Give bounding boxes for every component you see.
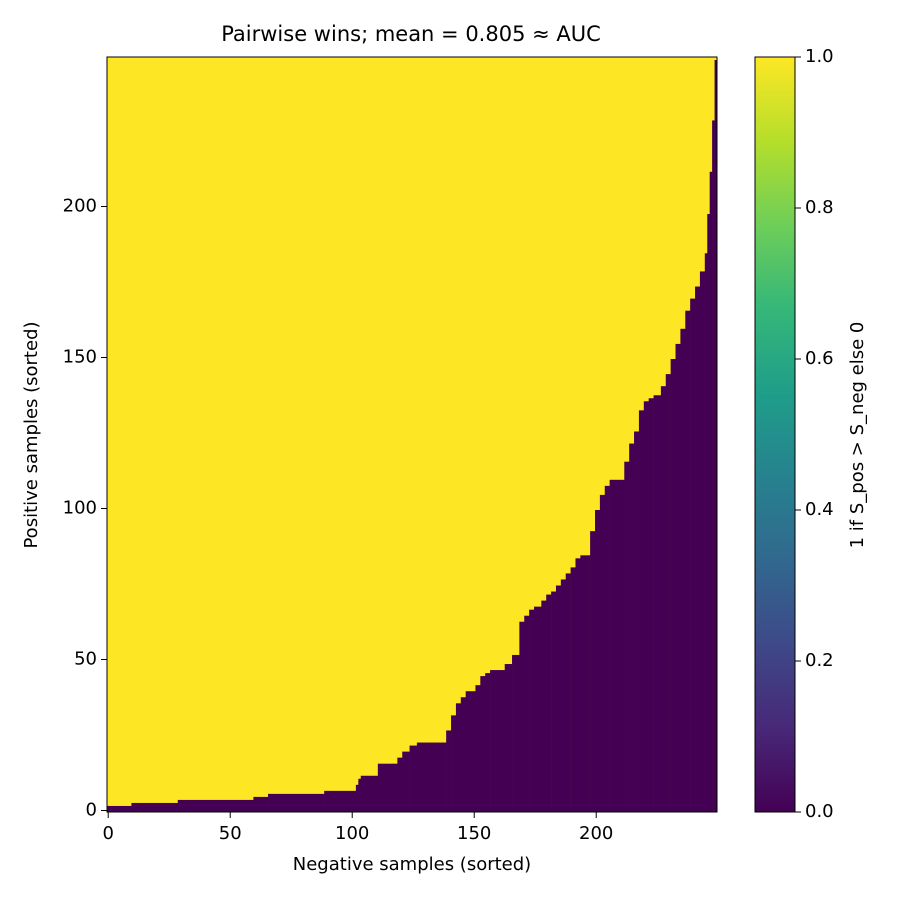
low-region-column — [648, 398, 654, 812]
low-region-column — [131, 802, 179, 812]
low-region-column — [670, 359, 676, 812]
low-region-column — [360, 775, 379, 812]
low-region-column — [504, 664, 513, 812]
colorbar-tick-label: 0.6 — [805, 348, 834, 369]
low-region-column — [643, 401, 649, 812]
low-region-column — [660, 386, 667, 812]
low-region-column — [519, 621, 525, 812]
low-region-column — [599, 494, 606, 812]
low-region-column — [712, 120, 715, 813]
low-region-column — [707, 214, 710, 813]
low-region-column — [609, 479, 625, 812]
low-region-column — [575, 558, 581, 812]
low-region-column — [253, 796, 269, 812]
low-region-column — [560, 579, 567, 812]
plot-frame — [106, 56, 718, 813]
y-tick-label: 150 — [63, 346, 97, 367]
low-region-column — [107, 805, 132, 812]
x-tick-label: 0 — [102, 823, 113, 844]
low-region-column — [324, 790, 357, 812]
low-region-column — [555, 585, 562, 812]
low-region-column — [480, 676, 486, 812]
low-region-column — [268, 793, 325, 812]
colorbar-tick-label: 1.0 — [805, 46, 834, 67]
low-region-column — [465, 691, 476, 812]
low-region-column — [665, 374, 671, 812]
low-region-column — [675, 343, 681, 812]
low-region-column — [546, 594, 552, 812]
x-tick-label: 200 — [579, 823, 613, 844]
x-tick-label: 50 — [219, 823, 242, 844]
low-region-column — [680, 328, 686, 812]
low-region-column — [455, 703, 462, 812]
low-region-column — [460, 697, 466, 812]
low-region-column — [451, 715, 457, 812]
low-region-column — [529, 609, 535, 812]
low-region-column — [358, 778, 362, 812]
low-region-column — [565, 573, 571, 812]
chart-title: Pairwise wins; mean = 0.805 ≈ AUC — [221, 22, 601, 46]
low-region-column — [699, 271, 706, 812]
low-region-column — [512, 654, 520, 812]
low-region-column — [551, 591, 557, 812]
y-tick-label: 0 — [86, 799, 97, 820]
low-region-column — [397, 757, 403, 812]
low-region-column — [638, 410, 645, 812]
low-region-column — [629, 443, 635, 812]
y-tick-label: 200 — [63, 195, 97, 216]
low-region-column — [653, 395, 662, 812]
x-tick-label: 150 — [457, 823, 491, 844]
x-tick-label: 100 — [335, 823, 369, 844]
low-region-column — [580, 555, 591, 812]
low-region-column — [709, 171, 713, 812]
low-region-column — [446, 730, 452, 812]
colorbar-tick-label: 0.0 — [805, 801, 834, 822]
low-region-column — [377, 763, 398, 812]
y-axis-label: Positive samples (sorted) — [21, 321, 42, 548]
low-region-column — [402, 751, 410, 812]
colorbar-tick-label: 0.2 — [805, 650, 834, 671]
low-region-column — [685, 310, 691, 812]
colorbar-tick-label: 0.8 — [805, 197, 834, 218]
colorbar-tick-label: 0.4 — [805, 499, 834, 520]
low-region-column — [541, 600, 547, 812]
low-region-column — [355, 784, 359, 812]
low-region-column — [595, 510, 601, 812]
colorbar-label: 1 if S_pos > S_neg else 0 — [847, 322, 868, 549]
low-region-column — [416, 742, 447, 812]
low-region-column — [634, 431, 640, 812]
y-tick-label: 50 — [74, 648, 97, 669]
low-region-column — [604, 485, 610, 812]
low-region-column — [590, 531, 596, 812]
low-region-column — [475, 685, 481, 812]
colorbar — [754, 56, 796, 813]
low-region-column — [624, 461, 630, 812]
y-tick-label: 100 — [63, 497, 97, 518]
low-region-column — [570, 567, 576, 812]
low-region-column — [714, 60, 718, 812]
low-region-column — [409, 745, 418, 812]
low-region-column — [485, 673, 491, 812]
low-region-column — [690, 298, 696, 813]
low-region-column — [695, 286, 701, 812]
low-region-column — [490, 670, 506, 812]
low-region-column — [177, 799, 254, 812]
low-region-column — [534, 606, 542, 812]
low-region-column — [524, 615, 530, 812]
x-axis-label: Negative samples (sorted) — [293, 854, 531, 875]
low-region-column — [704, 253, 708, 813]
